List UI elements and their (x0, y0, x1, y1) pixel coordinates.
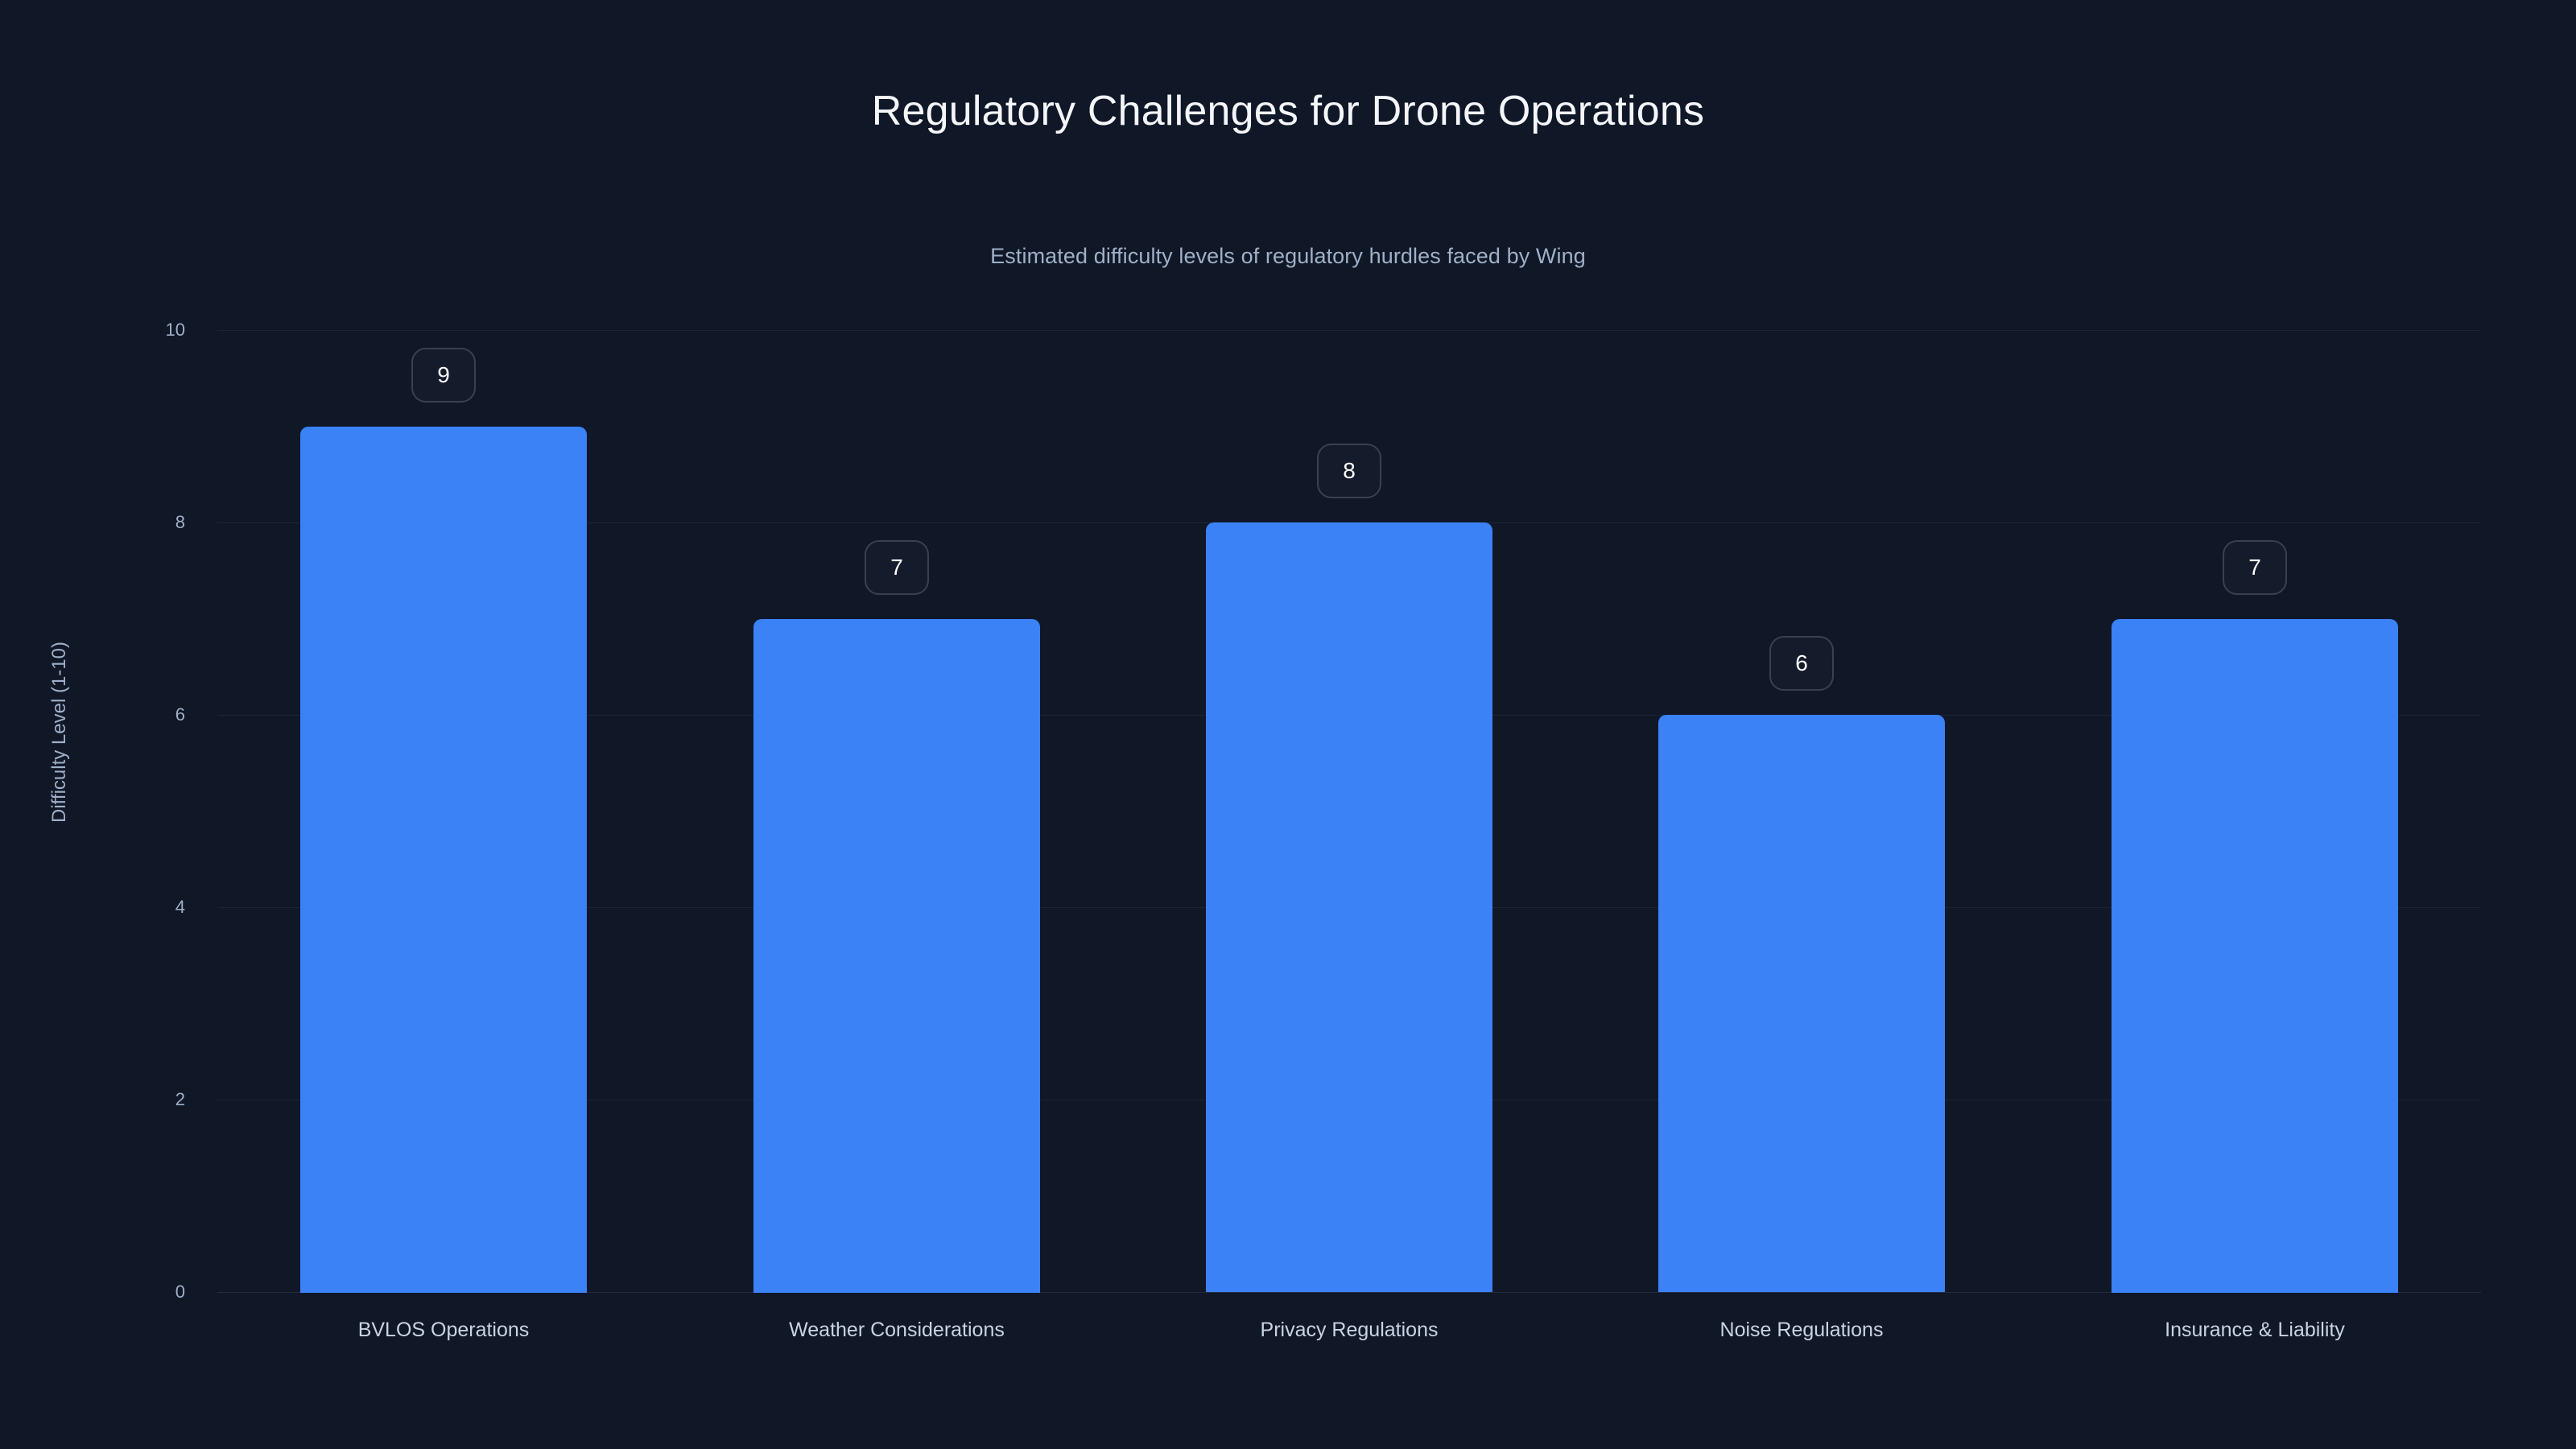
bar[interactable] (1658, 715, 1945, 1292)
x-axis-tick-label: Weather Considerations (789, 1319, 1005, 1341)
y-axis-tick-label: 8 (175, 512, 185, 532)
x-axis-tick-label: Noise Regulations (1719, 1319, 1884, 1341)
bar-value-badge: 6 (1769, 636, 1834, 691)
gridline (217, 330, 2481, 331)
chart-title: Regulatory Challenges for Drone Operatio… (871, 88, 1705, 134)
x-axis-tick-label: Privacy Regulations (1260, 1319, 1439, 1341)
bar[interactable] (2112, 619, 2398, 1293)
x-axis-tick-label: BVLOS Operations (357, 1319, 530, 1341)
x-axis-tick-label: Insurance & Liability (2165, 1319, 2345, 1341)
bar[interactable] (300, 427, 587, 1293)
y-axis-tick-label: 2 (175, 1089, 185, 1109)
bar[interactable] (753, 619, 1040, 1293)
bar-value-badge: 9 (411, 348, 476, 402)
bar[interactable] (1206, 522, 1492, 1292)
chart-subtitle: Estimated difficulty levels of regulator… (990, 244, 1586, 268)
bar-value-badge: 8 (1317, 444, 1381, 498)
gridline (217, 1292, 2481, 1293)
y-axis-tick-label: 4 (175, 897, 185, 917)
y-axis-tick-label: 10 (165, 320, 185, 340)
y-axis-tick-label: 6 (175, 704, 185, 724)
y-axis-tick-label: 0 (175, 1282, 185, 1302)
bar-value-badge: 7 (865, 540, 929, 595)
bar-value-badge: 7 (2223, 540, 2287, 595)
